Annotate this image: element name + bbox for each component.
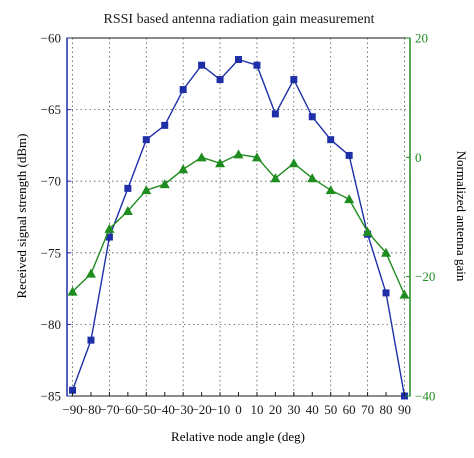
x-tick-label: −30 bbox=[173, 402, 193, 417]
gain-point bbox=[122, 206, 133, 216]
rssi-point bbox=[124, 184, 132, 192]
x-tick-label: −10 bbox=[210, 402, 230, 417]
tick-labels: −90−80−70−60−50−40−30−20−10 0 10 20 30 40 50 60… bbox=[41, 31, 436, 418]
rssi-point bbox=[142, 136, 150, 144]
rssi-point bbox=[290, 76, 298, 84]
y2-tick-label: 20 bbox=[415, 31, 428, 46]
x-tick-label: 20 bbox=[269, 402, 282, 417]
rssi-point bbox=[345, 151, 353, 159]
x-tick-label: 60 bbox=[343, 402, 356, 417]
gain-point bbox=[251, 152, 262, 162]
x-tick-label: −50 bbox=[136, 402, 156, 417]
rssi-point bbox=[308, 113, 316, 121]
rssi-point bbox=[216, 76, 224, 84]
gain-point bbox=[85, 268, 96, 278]
rssi-point bbox=[69, 386, 77, 394]
rssi-point bbox=[198, 61, 206, 69]
gain-point bbox=[104, 223, 115, 233]
gain-point bbox=[233, 149, 244, 159]
rssi-point bbox=[235, 55, 242, 63]
gain-point bbox=[325, 185, 336, 195]
x-tick-label: −70 bbox=[99, 402, 119, 417]
rssi-point bbox=[382, 289, 390, 297]
x-tick-label: 80 bbox=[380, 402, 393, 417]
x-tick-label: −90 bbox=[62, 402, 82, 417]
rssi-point bbox=[327, 136, 335, 144]
gain-point bbox=[178, 164, 189, 174]
gain-point bbox=[215, 158, 226, 168]
rssi-point bbox=[271, 110, 279, 118]
y-tick-label: −70 bbox=[41, 174, 61, 189]
y-tick-label: −65 bbox=[41, 102, 61, 117]
gain-point bbox=[399, 289, 410, 299]
rssi-point bbox=[105, 233, 113, 241]
gain-point bbox=[270, 173, 281, 183]
rssi-point bbox=[87, 336, 95, 344]
gain-point bbox=[159, 179, 170, 189]
x-tick-label: 0 bbox=[235, 402, 242, 417]
gain-point bbox=[381, 247, 392, 257]
rssi-point bbox=[253, 61, 261, 69]
x-tick-label: −60 bbox=[118, 402, 138, 417]
x-tick-label: 90 bbox=[398, 402, 411, 417]
x-tick-label: 50 bbox=[324, 402, 337, 417]
gain-point bbox=[196, 152, 207, 162]
y-tick-label: −80 bbox=[41, 317, 61, 332]
x-tick-label: −80 bbox=[81, 402, 101, 417]
x-tick-label: 70 bbox=[361, 402, 374, 417]
y2-tick-label: −20 bbox=[415, 269, 435, 284]
x-tick-label: 40 bbox=[306, 402, 319, 417]
y2-axis-label: Normalized antenna gain bbox=[454, 151, 469, 282]
gain-point bbox=[288, 158, 299, 168]
y2-tick-label: −40 bbox=[415, 389, 435, 404]
x-tick-label: −20 bbox=[191, 402, 211, 417]
y2-tick-label: 0 bbox=[415, 150, 422, 165]
gain-series-line bbox=[72, 153, 406, 295]
rssi-point bbox=[179, 86, 187, 94]
rssi-point bbox=[161, 121, 169, 129]
series-layer bbox=[67, 55, 410, 400]
y-axis-label: Received signal strength (dBm) bbox=[14, 134, 29, 299]
gain-point bbox=[362, 226, 373, 236]
y-tick-label: −75 bbox=[41, 245, 61, 260]
gain-point bbox=[67, 286, 78, 296]
gain-point bbox=[307, 173, 318, 183]
x-axis-label: Relative node angle (deg) bbox=[171, 429, 305, 444]
y-tick-label: −85 bbox=[41, 389, 61, 404]
gain-point bbox=[141, 185, 152, 195]
x-tick-label: 10 bbox=[250, 402, 263, 417]
gain-point bbox=[344, 194, 355, 204]
x-tick-label: 30 bbox=[287, 402, 300, 417]
y-tick-label: −60 bbox=[41, 31, 61, 46]
chart-title: RSSI based antenna radiation gain measur… bbox=[104, 12, 375, 27]
x-tick-label: −40 bbox=[155, 402, 175, 417]
